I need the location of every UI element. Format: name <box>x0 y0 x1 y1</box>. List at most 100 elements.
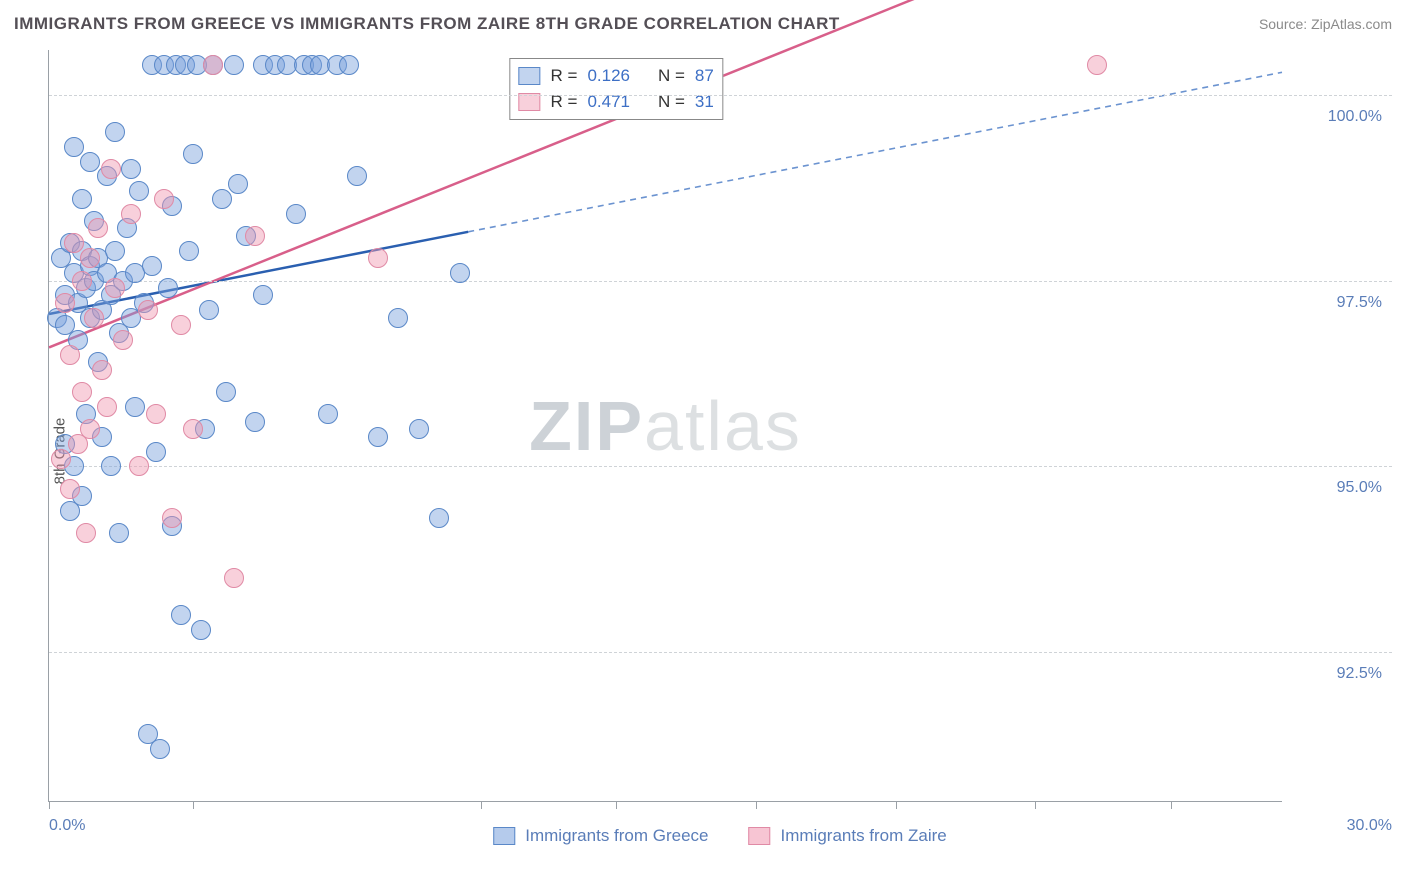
point-zaire <box>129 456 149 476</box>
point-zaire <box>203 55 223 75</box>
point-zaire <box>105 278 125 298</box>
point-greece <box>142 256 162 276</box>
point-zaire <box>224 568 244 588</box>
y-tick-label: 100.0% <box>1292 108 1382 126</box>
stat-r-value: 0.126 <box>587 66 630 86</box>
legend-item: Immigrants from Greece <box>493 826 708 846</box>
grid-line <box>49 95 1392 96</box>
point-zaire <box>162 508 182 528</box>
point-greece <box>129 181 149 201</box>
point-greece <box>245 412 265 432</box>
grid-line <box>49 281 1392 282</box>
x-label-max: 30.0% <box>1347 817 1392 835</box>
point-zaire <box>154 189 174 209</box>
point-greece <box>105 241 125 261</box>
point-greece <box>101 456 121 476</box>
point-greece <box>212 189 232 209</box>
point-greece <box>347 166 367 186</box>
point-greece <box>409 419 429 439</box>
point-greece <box>318 404 338 424</box>
x-tick <box>756 801 757 809</box>
point-greece <box>158 278 178 298</box>
y-tick-label: 92.5% <box>1292 665 1382 683</box>
legend-label: Immigrants from Greece <box>525 826 708 846</box>
x-tick <box>1171 801 1172 809</box>
stats-row: R =0.471N =31 <box>519 89 714 115</box>
point-zaire <box>60 345 80 365</box>
x-tick <box>1035 801 1036 809</box>
point-greece <box>228 174 248 194</box>
point-zaire <box>64 233 84 253</box>
x-tick <box>616 801 617 809</box>
point-zaire <box>55 293 75 313</box>
legend-swatch <box>493 827 515 845</box>
point-zaire <box>1087 55 1107 75</box>
point-greece <box>429 508 449 528</box>
point-greece <box>105 122 125 142</box>
point-greece <box>72 189 92 209</box>
stats-row: R =0.126N =87 <box>519 63 714 89</box>
legend-item: Immigrants from Zaire <box>749 826 947 846</box>
point-zaire <box>60 479 80 499</box>
point-zaire <box>72 382 92 402</box>
point-zaire <box>138 300 158 320</box>
point-zaire <box>84 308 104 328</box>
point-zaire <box>183 419 203 439</box>
point-zaire <box>51 449 71 469</box>
point-zaire <box>80 248 100 268</box>
x-tick <box>896 801 897 809</box>
trend-lines <box>49 50 1282 801</box>
plot-area: ZIPatlas R =0.126N =87R =0.471N =31 92.5… <box>48 50 1282 802</box>
point-zaire <box>121 204 141 224</box>
point-zaire <box>97 397 117 417</box>
point-greece <box>146 442 166 462</box>
grid-line <box>49 652 1392 653</box>
point-zaire <box>76 523 96 543</box>
source-label: Source: <box>1259 16 1311 32</box>
point-greece <box>171 605 191 625</box>
source-attribution: Source: ZipAtlas.com <box>1259 16 1392 32</box>
point-zaire <box>113 330 133 350</box>
legend-swatch <box>519 93 541 111</box>
point-zaire <box>72 271 92 291</box>
point-zaire <box>92 360 112 380</box>
point-greece <box>183 144 203 164</box>
point-greece <box>253 285 273 305</box>
legend-swatch <box>519 67 541 85</box>
point-greece <box>224 55 244 75</box>
point-greece <box>388 308 408 328</box>
point-zaire <box>171 315 191 335</box>
point-greece <box>179 241 199 261</box>
point-greece <box>121 159 141 179</box>
watermark-bold: ZIP <box>529 387 644 465</box>
point-zaire <box>245 226 265 246</box>
legend-swatch <box>749 827 771 845</box>
point-greece <box>64 137 84 157</box>
point-greece <box>450 263 470 283</box>
source-link[interactable]: ZipAtlas.com <box>1311 16 1392 32</box>
point-greece <box>368 427 388 447</box>
point-greece <box>199 300 219 320</box>
y-tick-label: 97.5% <box>1292 294 1382 312</box>
point-zaire <box>88 218 108 238</box>
point-greece <box>80 152 100 172</box>
point-zaire <box>368 248 388 268</box>
point-greece <box>191 620 211 640</box>
y-tick-label: 95.0% <box>1292 479 1382 497</box>
point-greece <box>150 739 170 759</box>
point-greece <box>109 523 129 543</box>
point-greece <box>286 204 306 224</box>
point-zaire <box>101 159 121 179</box>
stat-n-value: 87 <box>695 66 714 86</box>
page-title: IMMIGRANTS FROM GREECE VS IMMIGRANTS FRO… <box>14 14 840 34</box>
point-greece <box>125 397 145 417</box>
chart-container: 8th Grade ZIPatlas R =0.126N =87R =0.471… <box>48 50 1392 852</box>
x-tick <box>49 801 50 809</box>
point-zaire <box>146 404 166 424</box>
bottom-legend: Immigrants from Greece Immigrants from Za… <box>493 826 947 846</box>
x-label-min: 0.0% <box>49 817 85 835</box>
grid-line <box>49 466 1392 467</box>
x-tick <box>193 801 194 809</box>
stats-legend-box: R =0.126N =87R =0.471N =31 <box>510 58 723 120</box>
point-greece <box>339 55 359 75</box>
